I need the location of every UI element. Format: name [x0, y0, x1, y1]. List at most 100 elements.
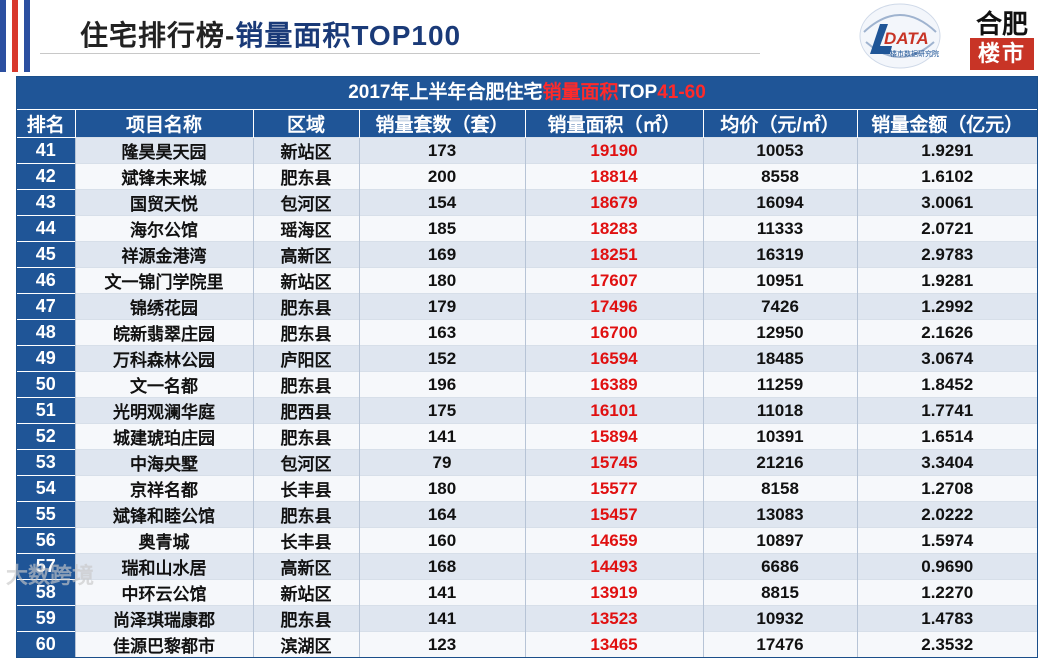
project-name-cell: 祥源金港湾 [75, 241, 254, 268]
table-row: 43 国贸天悦 包河区 154 18679 16094 3.0061 [17, 189, 1037, 216]
rank-cell: 47 [17, 293, 76, 320]
units-cell: 123 [359, 631, 526, 657]
caption-top: TOP [618, 82, 658, 103]
hefei-loushi-logo: 合肥 楼市 [958, 0, 1046, 72]
project-name-cell: 佳源巴黎都市 [75, 631, 254, 657]
title-divider [40, 53, 760, 54]
area-cell: 18679 [525, 189, 704, 216]
amount-cell: 1.5974 [857, 527, 1037, 554]
district-cell: 肥西县 [253, 397, 360, 424]
project-name-cell: 中海央墅 [75, 449, 254, 476]
units-cell: 196 [359, 371, 526, 398]
area-cell: 13523 [525, 605, 704, 632]
caption-red: 销量面积 [542, 82, 619, 103]
watermark: 大数跨境 [6, 563, 95, 588]
price-cell: 16319 [703, 241, 858, 268]
amount-cell: 1.7741 [857, 397, 1037, 424]
district-cell: 肥东县 [253, 605, 360, 632]
svg-text:DATA: DATA [884, 29, 929, 48]
units-cell: 79 [359, 449, 526, 476]
units-cell: 169 [359, 241, 526, 268]
rank-cell: 50 [17, 371, 76, 398]
price-cell: 8815 [703, 579, 858, 606]
price-cell: 10053 [703, 137, 858, 164]
area-cell: 17496 [525, 293, 704, 320]
amount-cell: 3.0674 [857, 345, 1037, 372]
rank-cell: 51 [17, 397, 76, 424]
amount-cell: 3.3404 [857, 449, 1037, 476]
column-header: 销量套数（套） [359, 110, 526, 138]
project-name-cell: 斌锋和睦公馆 [75, 501, 254, 528]
units-cell: 200 [359, 163, 526, 190]
rank-cell: 52 [17, 423, 76, 450]
project-name-cell: 奥青城 [75, 527, 254, 554]
district-cell: 肥东县 [253, 371, 360, 398]
district-cell: 肥东县 [253, 423, 360, 450]
units-cell: 180 [359, 475, 526, 502]
price-cell: 11018 [703, 397, 858, 424]
price-cell: 18485 [703, 345, 858, 372]
svg-text:楼市数据研究院: 楼市数据研究院 [890, 49, 939, 58]
table-row: 54 京祥名都 长丰县 180 15577 8158 1.2708 [17, 475, 1037, 502]
district-cell: 长丰县 [253, 475, 360, 502]
units-cell: 141 [359, 605, 526, 632]
units-cell: 175 [359, 397, 526, 424]
units-cell: 141 [359, 579, 526, 606]
area-cell: 15894 [525, 423, 704, 450]
table-row: 60 佳源巴黎都市 滨湖区 123 13465 17476 2.3532 [17, 631, 1037, 657]
area-cell: 13919 [525, 579, 704, 606]
project-name-cell: 海尔公馆 [75, 215, 254, 242]
flag-stripes [0, 0, 32, 72]
rank-cell: 56 [17, 527, 76, 554]
area-cell: 16594 [525, 345, 704, 372]
project-name-cell: 中环云公馆 [75, 579, 254, 606]
project-name-cell: 隆昊昊天园 [75, 137, 254, 164]
district-cell: 庐阳区 [253, 345, 360, 372]
units-cell: 152 [359, 345, 526, 372]
amount-cell: 2.0222 [857, 501, 1037, 528]
units-cell: 173 [359, 137, 526, 164]
table-row: 42 斌锋未来城 肥东县 200 18814 8558 1.6102 [17, 163, 1037, 190]
project-name-cell: 文一锦门学院里 [75, 267, 254, 294]
column-header: 排名 [17, 110, 76, 138]
amount-cell: 1.9291 [857, 137, 1037, 164]
price-cell: 8558 [703, 163, 858, 190]
district-cell: 长丰县 [253, 527, 360, 554]
price-cell: 11259 [703, 371, 858, 398]
column-header: 销量面积（㎡） [525, 110, 704, 138]
table-row: 51 光明观澜华庭 肥西县 175 16101 11018 1.7741 [17, 397, 1037, 424]
price-cell: 10951 [703, 267, 858, 294]
table-row: 49 万科森林公园 庐阳区 152 16594 18485 3.0674 [17, 345, 1037, 372]
district-cell: 新站区 [253, 267, 360, 294]
district-cell: 肥东县 [253, 293, 360, 320]
amount-cell: 1.2708 [857, 475, 1037, 502]
amount-cell: 2.9783 [857, 241, 1037, 268]
project-name-cell: 瑞和山水居 [75, 553, 254, 580]
units-cell: 179 [359, 293, 526, 320]
district-cell: 肥东县 [253, 319, 360, 346]
district-cell: 滨湖区 [253, 631, 360, 657]
rank-cell: 55 [17, 501, 76, 528]
rank-cell: 46 [17, 267, 76, 294]
district-cell: 包河区 [253, 189, 360, 216]
price-cell: 16094 [703, 189, 858, 216]
amount-cell: 3.0061 [857, 189, 1037, 216]
table-row: 56 奥青城 长丰县 160 14659 10897 1.5974 [17, 527, 1037, 554]
table-row: 55 斌锋和睦公馆 肥东县 164 15457 13083 2.0222 [17, 501, 1037, 528]
units-cell: 160 [359, 527, 526, 554]
district-cell: 包河区 [253, 449, 360, 476]
project-name-cell: 光明观澜华庭 [75, 397, 254, 424]
rank-cell: 49 [17, 345, 76, 372]
project-name-cell: 京祥名都 [75, 475, 254, 502]
amount-cell: 2.1626 [857, 319, 1037, 346]
amount-cell: 2.3532 [857, 631, 1037, 657]
price-cell: 11333 [703, 215, 858, 242]
area-cell: 14659 [525, 527, 704, 554]
data-logo: DATA 楼市数据研究院 [858, 2, 942, 70]
rank-cell: 48 [17, 319, 76, 346]
units-cell: 180 [359, 267, 526, 294]
price-cell: 17476 [703, 631, 858, 657]
project-name-cell: 皖新翡翠庄园 [75, 319, 254, 346]
price-cell: 8158 [703, 475, 858, 502]
area-cell: 16101 [525, 397, 704, 424]
